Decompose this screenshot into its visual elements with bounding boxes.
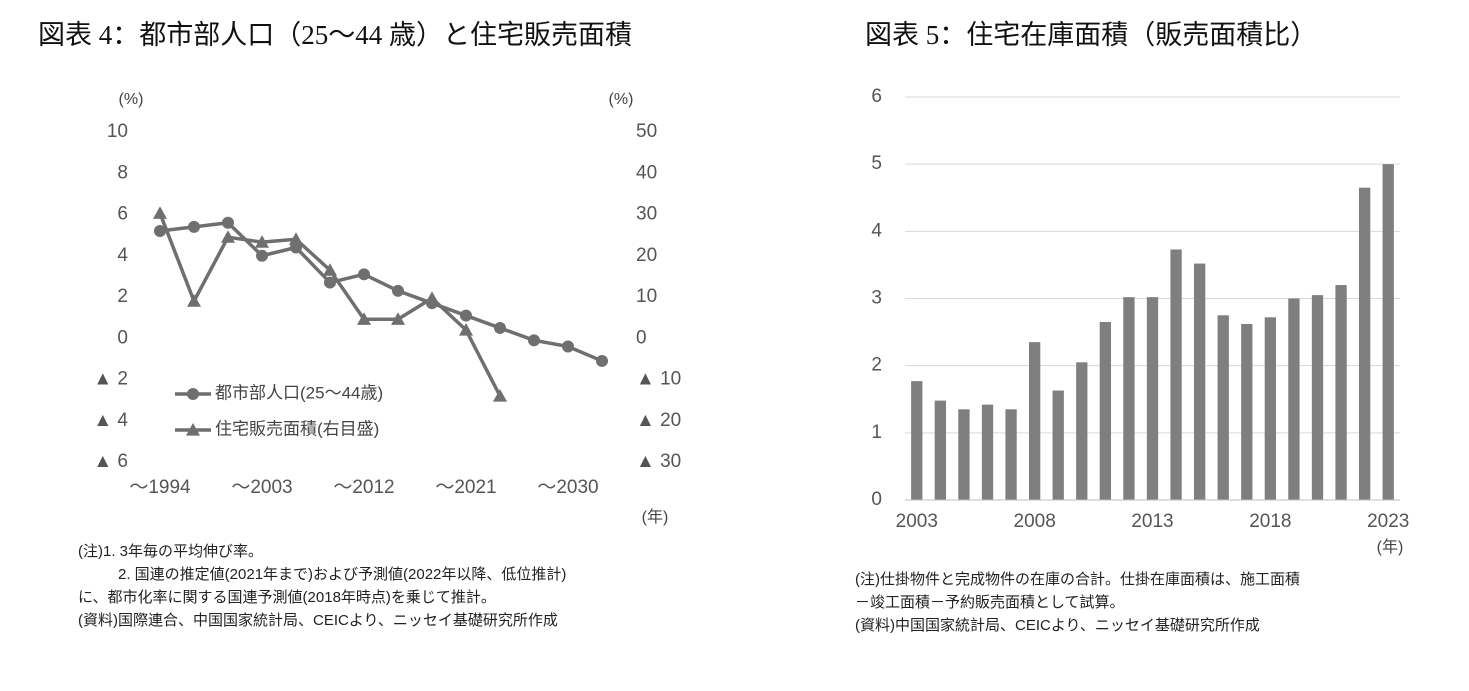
- y-tick-label: 10: [107, 121, 128, 142]
- y-unit-label: (%): [119, 91, 144, 108]
- y2-unit-label: (%): [609, 91, 634, 108]
- note: (資料)中国国家統計局、CEICより、ニッセイ基礎研究所作成: [855, 617, 1260, 634]
- y-tick-label: 1: [871, 422, 882, 443]
- y-tick-label: 0: [117, 327, 128, 348]
- bar: [1028, 342, 1041, 500]
- y-tick-label: 8: [117, 162, 128, 183]
- y-tick-label: ▲ 6: [93, 451, 128, 472]
- y-tick-label: ▲ 4: [93, 410, 128, 431]
- y2-tick-label: 20: [636, 245, 657, 266]
- marker: [324, 276, 336, 289]
- marker: [188, 220, 200, 233]
- marker: [153, 206, 167, 219]
- bar: [1170, 249, 1182, 500]
- bar: [1146, 297, 1159, 500]
- bar: [981, 404, 994, 500]
- bar: [1382, 164, 1394, 500]
- bar: [1241, 324, 1253, 500]
- bar: [1288, 298, 1300, 500]
- marker: [528, 334, 540, 347]
- y-tick-label: ▲ 2: [93, 369, 128, 390]
- y2-tick-label: 30: [636, 204, 657, 225]
- marker: [357, 312, 371, 325]
- x-tick-label: ～2021: [435, 477, 496, 498]
- bar: [1193, 263, 1206, 500]
- bar: [1217, 315, 1229, 500]
- y-tick-label: 5: [871, 153, 882, 174]
- series-line: [159, 221, 603, 363]
- bar: [1264, 317, 1277, 500]
- marker: [187, 294, 201, 307]
- note: －竣工面積－予約販売面積として試算。: [855, 593, 1125, 611]
- marker: [391, 312, 405, 325]
- y-tick-label: 4: [871, 220, 882, 241]
- x-tick-label: ～2012: [333, 477, 394, 498]
- bar: [1358, 187, 1371, 501]
- note: (注)1. 3年毎の平均伸び率。: [78, 543, 263, 560]
- chart-title: 図表 5：住宅在庫面積（販売面積比）: [865, 20, 1317, 50]
- bar: [1335, 285, 1347, 500]
- legend-label: 住宅販売面積(右目盛): [215, 419, 379, 438]
- chart-title: 図表 4：都市部人口（25～44 歳）と住宅販売面積: [38, 20, 632, 50]
- note: に、都市化率に関する国連予測値(2018年時点)を乗じて推計。: [78, 589, 496, 606]
- x-tick-label: ～2003: [231, 477, 292, 498]
- marker: [493, 389, 507, 402]
- y-tick-label: 2: [871, 355, 882, 376]
- x-tick-label: 2018: [1249, 511, 1291, 532]
- x-tick-label: 2003: [896, 511, 938, 532]
- y2-tick-label: 40: [636, 162, 657, 183]
- marker: [425, 291, 439, 304]
- y2-tick-label: 50: [636, 121, 657, 142]
- marker: [187, 388, 199, 400]
- x-unit-label: (年): [642, 508, 669, 526]
- x-unit-label: (年): [1377, 538, 1404, 556]
- x-tick-label: 2008: [1014, 511, 1056, 532]
- marker: [255, 235, 269, 248]
- bar: [1005, 409, 1017, 500]
- marker: [392, 284, 404, 297]
- y2-tick-label: ▲ 30: [636, 451, 681, 472]
- x-tick-label: ～2030: [537, 477, 598, 498]
- y-tick-label: 3: [871, 288, 882, 309]
- y-tick-label: 6: [871, 86, 882, 107]
- y-tick-label: 4: [117, 245, 128, 266]
- marker: [221, 230, 235, 243]
- y2-tick-label: 10: [636, 286, 657, 307]
- bar: [1099, 322, 1112, 500]
- bar: [1076, 362, 1088, 500]
- marker: [562, 340, 574, 353]
- y2-tick-label: 0: [636, 327, 647, 348]
- note: (資料)国際連合、中国国家統計局、CEICより、ニッセイ基礎研究所作成: [78, 612, 558, 629]
- bar: [1311, 295, 1324, 500]
- legend-label: 都市部人口(25～44歳): [215, 383, 383, 402]
- marker: [358, 268, 370, 281]
- y2-tick-label: ▲ 20: [636, 410, 681, 431]
- bar: [934, 400, 947, 500]
- marker: [154, 225, 166, 237]
- marker: [494, 321, 506, 334]
- marker: [289, 232, 303, 245]
- bar: [1123, 297, 1135, 500]
- marker: [460, 309, 472, 322]
- marker: [186, 423, 200, 436]
- note: 2. 国連の推定値(2021年まで)および予測値(2022年以降、低位推計): [118, 566, 566, 583]
- bar: [1052, 390, 1064, 500]
- marker: [596, 354, 608, 367]
- marker: [222, 216, 234, 229]
- x-tick-label: ～1994: [129, 477, 191, 498]
- note: (注)仕掛物件と完成物件の在庫の合計。仕掛在庫面積は、施工面積: [855, 571, 1300, 588]
- y2-tick-label: ▲ 10: [636, 369, 681, 390]
- bar: [911, 381, 923, 500]
- y-tick-label: 2: [117, 286, 128, 307]
- marker: [256, 249, 268, 262]
- bar: [958, 409, 970, 500]
- marker: [323, 263, 337, 276]
- x-tick-label: 2023: [1367, 511, 1409, 532]
- x-tick-label: 2013: [1131, 511, 1173, 532]
- y-tick-label: 0: [871, 489, 882, 510]
- marker: [459, 323, 473, 336]
- y-tick-label: 6: [117, 204, 128, 225]
